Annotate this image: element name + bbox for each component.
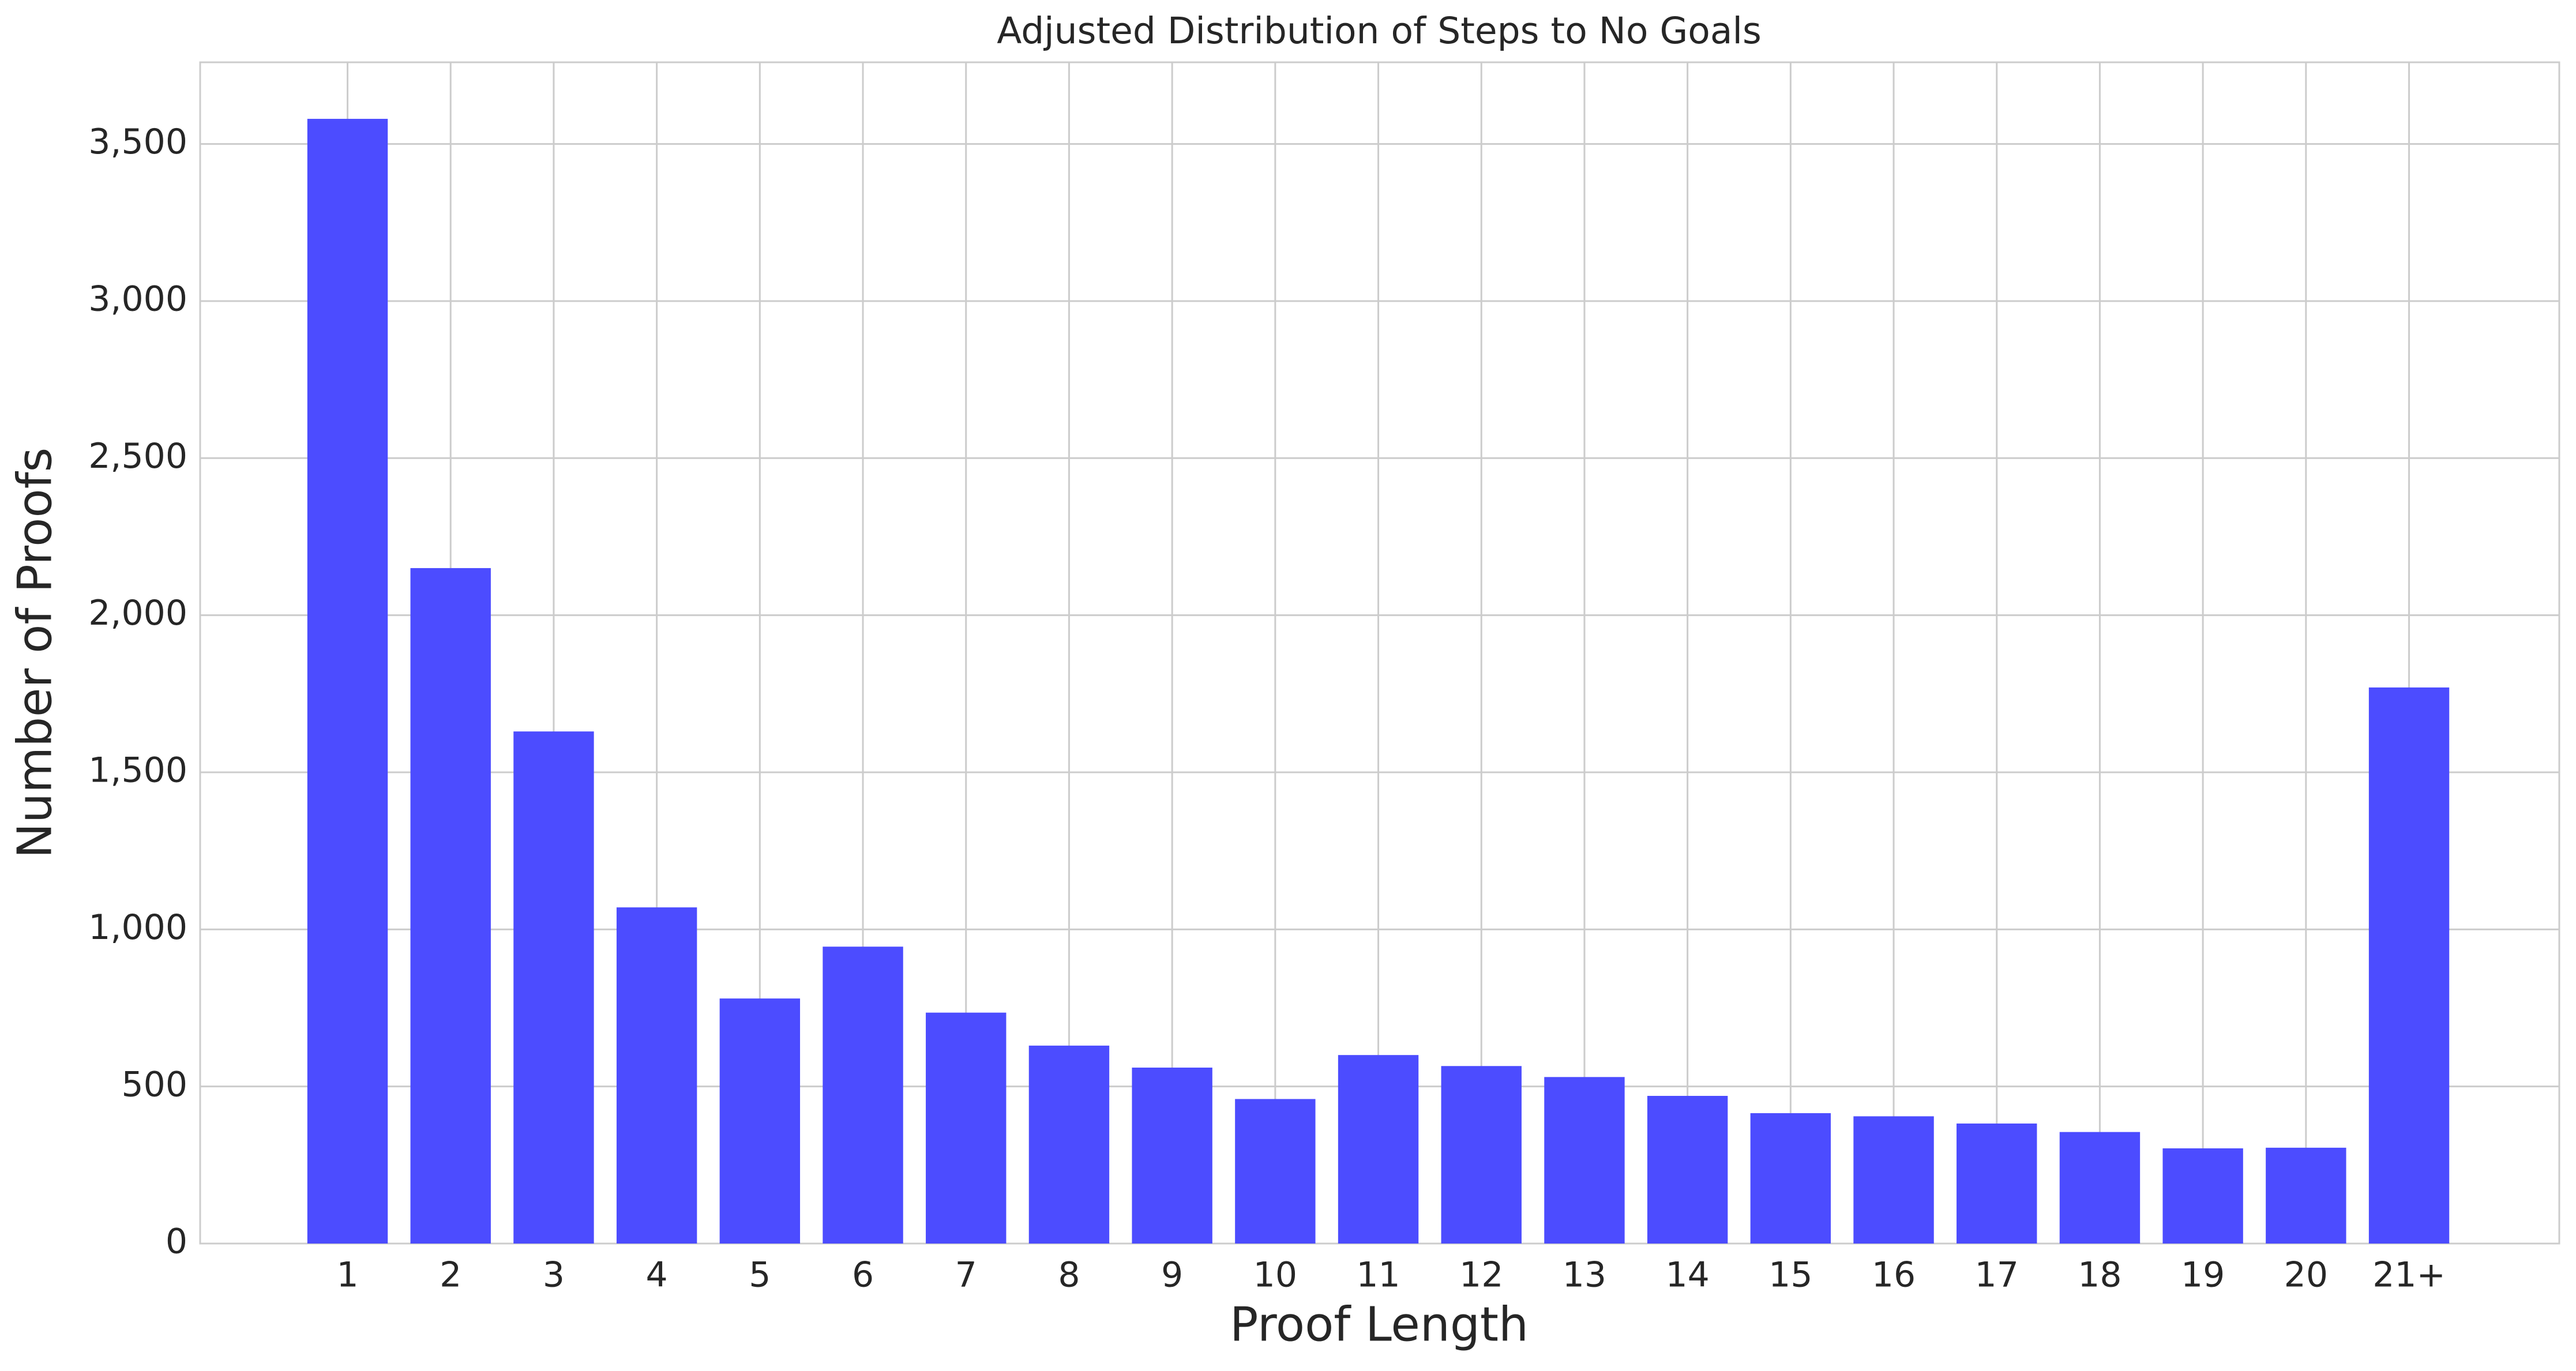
x-tick-label: 5 [749,1255,771,1295]
x-tick-label: 8 [1058,1255,1080,1295]
x-tick-label: 1 [336,1255,358,1295]
x-tick-label: 18 [2078,1255,2121,1295]
bar [1957,1123,2037,1244]
x-tick-label: 15 [1768,1255,1812,1295]
bar [513,731,594,1244]
x-axis-label: Proof Length [1230,1297,1529,1352]
x-tick-label: 7 [955,1255,977,1295]
x-tick-label: 17 [1975,1255,2019,1295]
y-tick-label: 1,500 [88,750,187,791]
bar [1338,1055,1419,1244]
bar [1853,1116,1934,1244]
x-tick-label: 9 [1161,1255,1183,1295]
bar [1441,1066,1522,1244]
y-tick-label: 3,500 [88,122,187,162]
x-tick-label: 10 [1253,1255,1297,1295]
y-tick-label: 2,000 [88,593,187,633]
x-tick-label: 13 [1563,1255,1606,1295]
bar [823,946,903,1244]
x-tick-label: 3 [543,1255,565,1295]
y-tick-label: 1,000 [88,907,187,948]
y-tick-label: 500 [121,1064,187,1105]
bar [2368,687,2450,1244]
y-tick-label: 0 [166,1222,187,1262]
bar [1647,1096,1728,1244]
x-tick-label: 14 [1665,1255,1709,1295]
x-tick-label: 19 [2181,1255,2225,1295]
x-tick-label: 6 [852,1255,874,1295]
x-tick-label: 11 [1356,1255,1400,1295]
x-tick-label: 12 [1459,1255,1503,1295]
x-tick-label: 21+ [2372,1255,2446,1295]
y-tick-label: 3,000 [88,279,187,320]
bar [307,119,388,1244]
bar [926,1012,1007,1244]
x-tick-label: 16 [1872,1255,1916,1295]
bar [616,907,697,1244]
bar [2162,1148,2243,1244]
y-axis-label: Number of Proofs [7,448,62,858]
bar [1132,1067,1212,1244]
bar [1544,1077,1625,1244]
y-tick-label: 2,500 [88,436,187,476]
bar [410,568,491,1244]
x-tick-label: 2 [440,1255,461,1295]
bar [1028,1045,1110,1244]
x-tick-label: 4 [646,1255,668,1295]
chart-title: Adjusted Distribution of Steps to No Goa… [997,10,1762,52]
bar [1750,1113,1831,1244]
bar [2059,1132,2141,1244]
bar [719,998,801,1244]
bar [2266,1147,2346,1244]
x-tick-label: 20 [2284,1255,2328,1295]
bar [1235,1099,1316,1244]
